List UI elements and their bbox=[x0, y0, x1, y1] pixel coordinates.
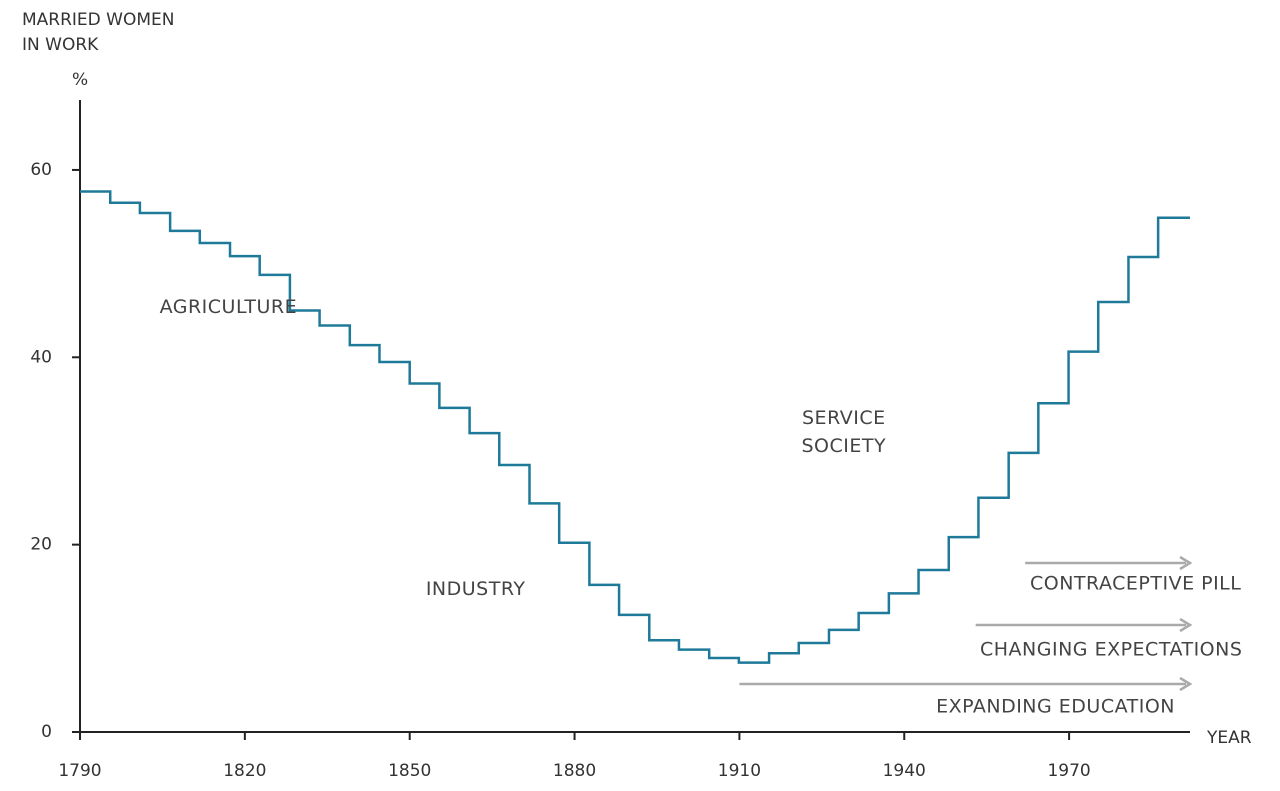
x-tick-label: 1820 bbox=[223, 761, 266, 781]
y-tick-label: 20 bbox=[30, 535, 52, 555]
y-unit: % bbox=[72, 70, 88, 90]
annotation: SERVICE SOCIETY bbox=[802, 407, 887, 457]
annotation: INDUSTRY bbox=[426, 578, 526, 600]
arrow-label: EXPANDING EDUCATION bbox=[936, 696, 1175, 718]
x-tick-label: 1910 bbox=[718, 761, 761, 781]
x-tick-label: 1790 bbox=[58, 761, 101, 781]
x-tick-label: 1970 bbox=[1047, 761, 1090, 781]
step-line bbox=[80, 190, 1190, 664]
y-tick-label: 40 bbox=[30, 347, 52, 367]
x-axis-title: YEAR bbox=[1206, 728, 1252, 748]
arrow-label: CHANGING EXPECTATIONS bbox=[980, 639, 1242, 661]
y-tick-label: 60 bbox=[30, 160, 52, 180]
y-axis-title: MARRIED WOMEN IN WORK bbox=[22, 10, 175, 55]
x-tick-label: 1880 bbox=[553, 761, 596, 781]
arrow-head bbox=[1179, 676, 1193, 692]
x-tick-label: 1940 bbox=[883, 761, 926, 781]
arrow-head bbox=[1179, 617, 1193, 633]
arrow-head bbox=[1179, 555, 1193, 571]
x-tick-label: 1850 bbox=[388, 761, 431, 781]
y-tick-label: 0 bbox=[41, 722, 52, 742]
arrow-label: CONTRACEPTIVE PILL bbox=[1030, 573, 1241, 595]
annotation: AGRICULTURE bbox=[160, 296, 298, 318]
